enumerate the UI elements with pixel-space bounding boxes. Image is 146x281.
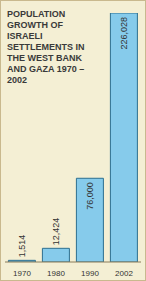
svg-text:226,028: 226,028 bbox=[119, 17, 129, 50]
svg-text:1970: 1970 bbox=[13, 269, 31, 278]
svg-text:76,000: 76,000 bbox=[85, 182, 95, 210]
svg-text:1990: 1990 bbox=[81, 269, 99, 278]
html-text:POPULATION GROWTH OF ISRAELI S: POPULATION GROWTH OF ISRAELI SETTLEMENTS… bbox=[7, 9, 85, 85]
svg-text:1,514: 1,514 bbox=[17, 235, 27, 258]
svg-text:12,424: 12,424 bbox=[51, 218, 61, 246]
svg-text:1980: 1980 bbox=[47, 269, 65, 278]
svg-text:2002: 2002 bbox=[115, 269, 133, 278]
